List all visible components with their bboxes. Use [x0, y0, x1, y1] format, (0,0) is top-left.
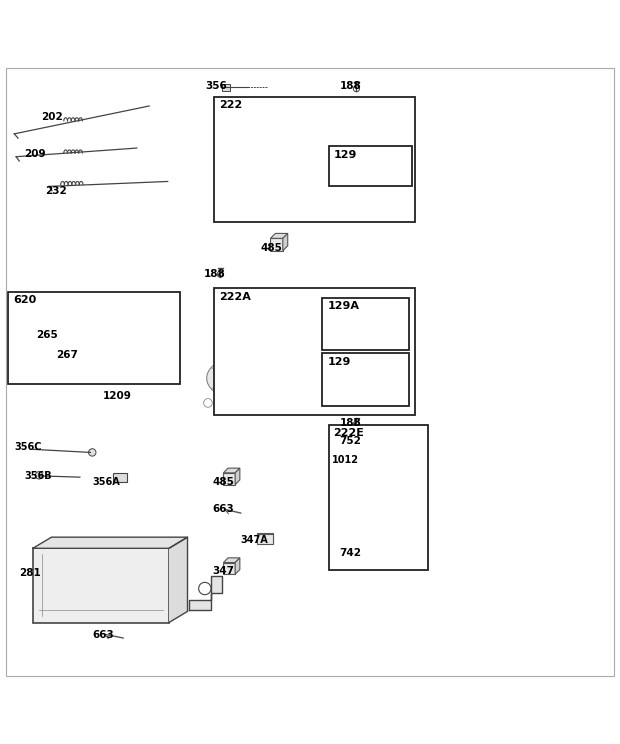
Circle shape [334, 314, 342, 321]
Text: 356C: 356C [14, 443, 42, 452]
Circle shape [352, 455, 357, 460]
Polygon shape [27, 307, 44, 329]
Polygon shape [188, 576, 221, 610]
Circle shape [348, 531, 356, 539]
Bar [329, 425, 428, 570]
Text: 129A: 129A [327, 301, 360, 312]
Circle shape [32, 317, 37, 322]
Circle shape [203, 399, 212, 407]
Circle shape [43, 332, 51, 339]
Circle shape [198, 583, 211, 594]
Bar [56, 334, 64, 341]
Circle shape [394, 532, 402, 539]
Text: 663: 663 [92, 630, 114, 640]
Polygon shape [283, 234, 288, 251]
Bar [322, 353, 409, 406]
Text: eReplacementParts.com: eReplacementParts.com [234, 368, 386, 382]
Polygon shape [235, 558, 240, 574]
Text: 1012: 1012 [332, 455, 358, 465]
Text: 129: 129 [334, 150, 357, 160]
Polygon shape [33, 537, 187, 548]
Circle shape [338, 157, 348, 167]
Text: 485: 485 [212, 477, 234, 487]
Circle shape [334, 370, 342, 377]
Bar [241, 145, 256, 161]
Bar [113, 473, 127, 482]
Text: 188: 188 [340, 417, 361, 428]
Bar [33, 548, 169, 623]
Bar [237, 142, 262, 170]
Bar [8, 292, 180, 385]
Bar [257, 534, 273, 544]
Text: 188: 188 [203, 269, 225, 279]
Text: 222E: 222E [334, 429, 365, 438]
Text: 281: 281 [19, 568, 41, 578]
Polygon shape [222, 161, 303, 210]
Polygon shape [270, 234, 288, 238]
Text: 267: 267 [56, 350, 78, 360]
Text: 356A: 356A [92, 477, 120, 487]
Text: 222: 222 [219, 100, 242, 110]
Text: 202: 202 [41, 112, 63, 122]
Circle shape [234, 335, 244, 345]
Text: 188: 188 [340, 81, 361, 92]
Text: 752: 752 [340, 436, 361, 446]
Polygon shape [350, 502, 406, 533]
Text: 485: 485 [260, 243, 282, 253]
Text: 742: 742 [340, 548, 361, 558]
Polygon shape [206, 357, 271, 399]
Polygon shape [223, 468, 240, 473]
Circle shape [350, 498, 357, 506]
Bar [214, 289, 415, 415]
Bar [329, 147, 412, 187]
Circle shape [89, 449, 96, 456]
Bar [223, 473, 235, 484]
Bar [222, 84, 229, 91]
Text: 129: 129 [327, 357, 351, 367]
Text: 620: 620 [13, 295, 37, 305]
Text: 209: 209 [24, 149, 46, 158]
Text: 347: 347 [212, 566, 234, 576]
Circle shape [226, 168, 236, 178]
Circle shape [288, 196, 298, 205]
Circle shape [393, 500, 401, 507]
Bar [214, 97, 415, 222]
Polygon shape [235, 468, 240, 484]
Polygon shape [223, 558, 240, 562]
Circle shape [226, 196, 236, 205]
Circle shape [259, 399, 268, 407]
Text: 222A: 222A [219, 292, 251, 302]
Text: 663: 663 [212, 504, 234, 514]
Text: 356B: 356B [24, 471, 52, 481]
Text: 1209: 1209 [103, 391, 131, 400]
Text: 347A: 347A [241, 535, 268, 545]
Text: 356: 356 [205, 81, 226, 92]
Polygon shape [225, 369, 252, 387]
Polygon shape [169, 537, 187, 623]
Text: 265: 265 [37, 330, 58, 340]
Bar [223, 562, 235, 574]
Text: 232: 232 [45, 186, 67, 196]
Circle shape [35, 472, 43, 479]
Bar [270, 238, 283, 251]
Circle shape [350, 452, 360, 462]
Bar [322, 298, 409, 350]
Bar [257, 533, 273, 542]
